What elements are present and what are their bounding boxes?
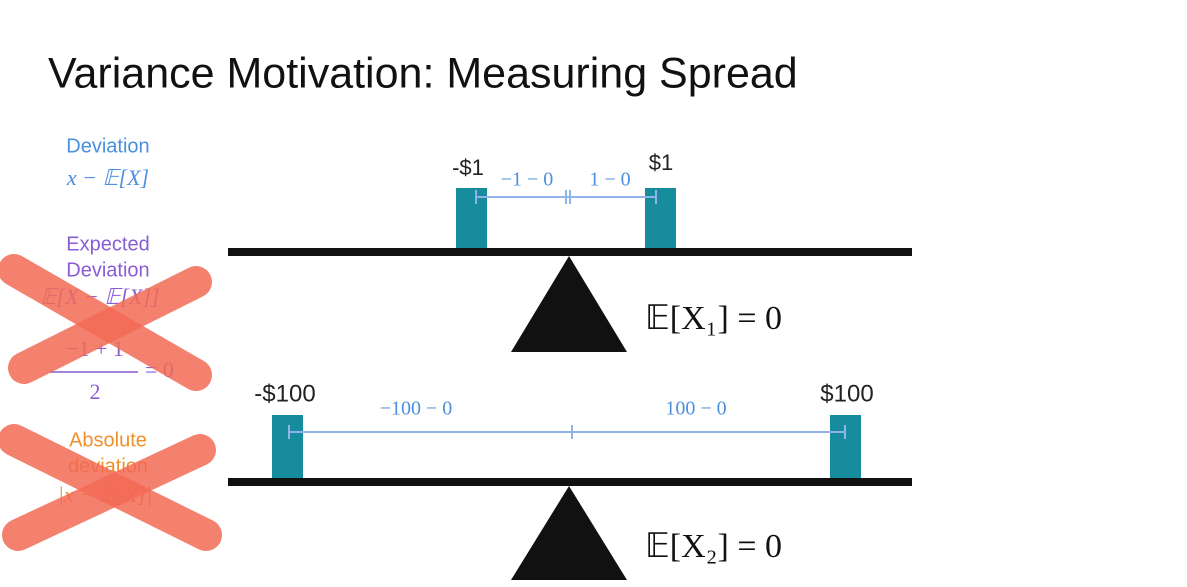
value-label: -$100 — [254, 380, 315, 407]
slide-title: Variance Motivation: Measuring Spread — [48, 49, 798, 97]
deviation-measure — [475, 190, 657, 204]
beam — [228, 248, 912, 256]
fulcrum — [511, 256, 627, 352]
expected-label: Expected — [66, 233, 149, 255]
fraction-denominator: 2 — [90, 379, 101, 404]
deviation-label: −1 − 0 — [501, 169, 554, 191]
value-label: $1 — [649, 150, 673, 175]
deviation-label: Deviation — [66, 135, 149, 157]
deviation-label: 100 − 0 — [665, 398, 726, 420]
expectation: 𝔼[X₁] = 0 — [645, 300, 782, 337]
expected-label: Deviation — [66, 259, 149, 281]
value-label: -$1 — [452, 155, 484, 180]
weight — [272, 415, 303, 478]
expectation: 𝔼[X₂] = 0 — [645, 528, 782, 565]
deviation-formula: x − 𝔼[X] — [66, 165, 149, 190]
cross-out — [0, 254, 222, 551]
deviation-label: 1 − 0 — [589, 169, 630, 191]
value-label: $100 — [820, 380, 873, 407]
deviation-measure — [288, 425, 846, 439]
absolute-label: Absolute — [69, 429, 147, 451]
beam — [228, 478, 912, 486]
fulcrum — [511, 486, 627, 580]
weight — [830, 415, 861, 478]
deviation-label: −100 − 0 — [380, 398, 453, 420]
